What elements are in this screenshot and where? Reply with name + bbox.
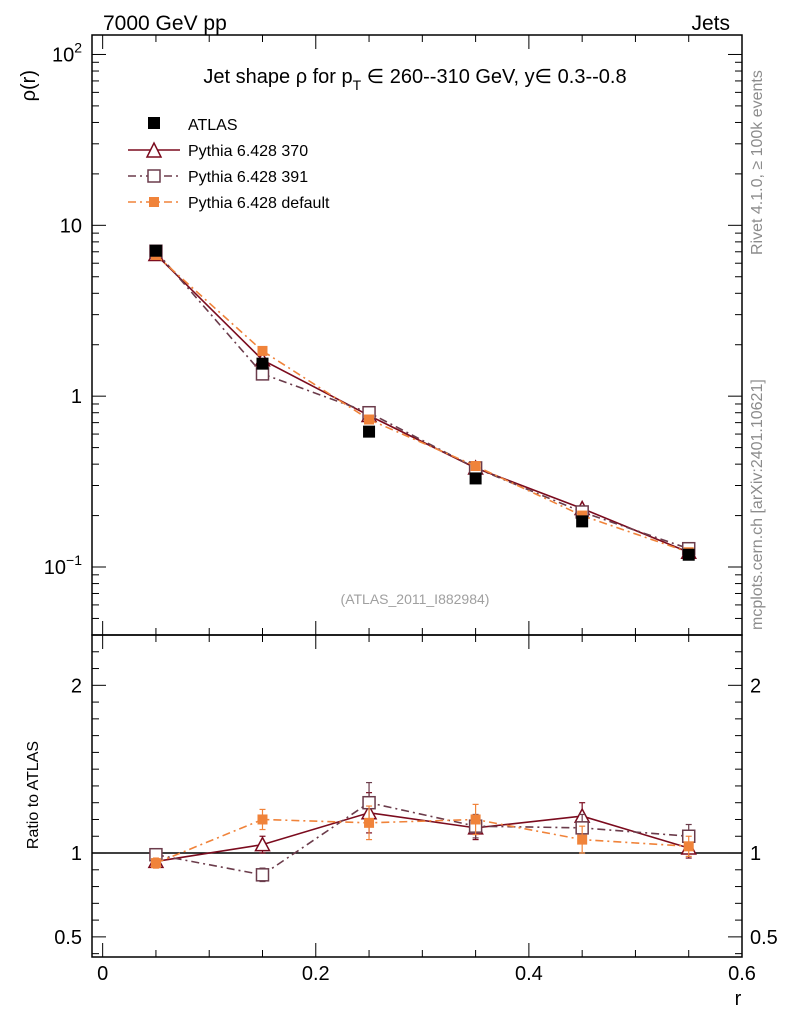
ratio-0-point bbox=[254, 836, 271, 852]
ratio-line-2 bbox=[155, 818, 689, 864]
ratio-line-1 bbox=[155, 801, 689, 876]
main-series-group bbox=[147, 244, 697, 561]
y-tick-label: 10−1 bbox=[44, 552, 82, 579]
ratio-2-point bbox=[364, 817, 375, 828]
chart-title-rest: ∈ 260--310 GeV, y∈ 0.3--0.8 bbox=[361, 66, 626, 88]
data-point bbox=[363, 425, 376, 438]
ratio-2-point bbox=[470, 814, 481, 825]
legend-marker-default bbox=[149, 197, 159, 207]
x-axis-label: r bbox=[735, 988, 742, 1010]
mcplots-label: mcplots.cern.ch [arXiv:2401.10621] bbox=[749, 379, 766, 630]
x-tick-label: 0.6 bbox=[728, 963, 756, 985]
series-2-point bbox=[257, 345, 268, 356]
legend: ATLAS Pythia 6.428 370 Pythia 6.428 391 … bbox=[128, 117, 330, 212]
ratio-tick-label-right: 2 bbox=[750, 675, 761, 697]
chart-title-subscript: T bbox=[353, 77, 362, 93]
header-right: Jets bbox=[691, 12, 730, 35]
data-point bbox=[256, 357, 269, 370]
ratio-2-point bbox=[150, 858, 161, 869]
series-line-1 bbox=[155, 250, 689, 550]
x-tick-label: 0.4 bbox=[515, 963, 543, 985]
legend-label-atlas: ATLAS bbox=[188, 117, 238, 134]
series-1-point bbox=[255, 367, 270, 381]
y-tick-label: 10 bbox=[60, 215, 82, 237]
ratio-line-0 bbox=[155, 811, 689, 863]
ratio-2-point bbox=[257, 814, 268, 825]
data-point bbox=[149, 244, 162, 257]
x-tick-label: 0.2 bbox=[302, 963, 330, 985]
analysis-label: (ATLAS_2011_I882984) bbox=[341, 591, 490, 607]
ratio-tick-label-right: 0.5 bbox=[750, 927, 778, 949]
legend-marker-atlas bbox=[148, 117, 160, 129]
chart-title: Jet shape ρ for pT ∈ 260--310 GeV, y∈ 0.… bbox=[203, 66, 626, 93]
ratio-series-group bbox=[147, 781, 697, 883]
series-2-point bbox=[470, 461, 481, 472]
y-tick-label: 1 bbox=[71, 386, 82, 408]
data-point bbox=[469, 472, 482, 485]
rivet-label: Rivet 4.1.0, ≥ 100k events bbox=[749, 70, 766, 255]
legend-label-391: Pythia 6.428 391 bbox=[188, 169, 308, 186]
y-axis-label: ρ(r) bbox=[18, 70, 40, 101]
legend-label-default: Pythia 6.428 default bbox=[188, 195, 330, 212]
ratio-axis-label: Ratio to ATLAS bbox=[25, 741, 42, 849]
legend-marker-391 bbox=[147, 169, 161, 183]
ratio-1-point bbox=[255, 868, 270, 882]
ratio-2-point bbox=[683, 841, 694, 852]
data-point bbox=[682, 548, 695, 561]
ratio-2-point bbox=[577, 834, 588, 845]
x-tick-label: 0 bbox=[97, 963, 108, 985]
series-line-0 bbox=[155, 253, 690, 553]
ratio-tick-label-right: 1 bbox=[750, 843, 761, 865]
axis-ticks bbox=[92, 35, 743, 957]
y-tick-label: 102 bbox=[52, 39, 82, 66]
chart-title-main: Jet shape ρ for p bbox=[203, 66, 352, 88]
series-2-point bbox=[364, 414, 375, 425]
ratio-tick-label: 1 bbox=[71, 843, 82, 865]
series-line-2 bbox=[155, 254, 689, 554]
legend-marker-370 bbox=[145, 141, 163, 158]
data-point bbox=[576, 515, 589, 528]
ratio-tick-label: 2 bbox=[71, 675, 82, 697]
axis-tick-labels: 0 0.2 0.4 0.6 102 10 1 10−1 2 2 1 1 0.5 0.5 bbox=[44, 39, 778, 985]
legend-label-370: Pythia 6.428 370 bbox=[188, 143, 308, 160]
header-left: 7000 GeV pp bbox=[103, 12, 227, 35]
ratio-tick-label: 0.5 bbox=[54, 927, 82, 949]
ratio-panel-frame bbox=[91, 634, 743, 958]
